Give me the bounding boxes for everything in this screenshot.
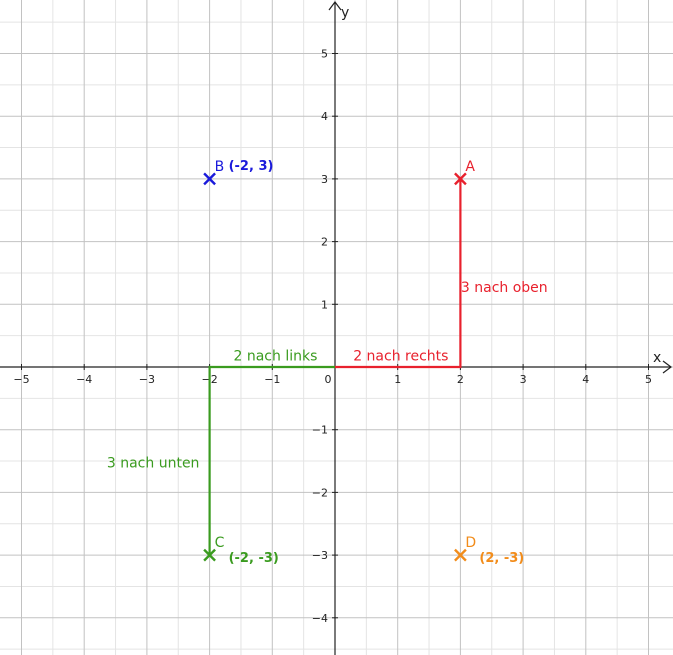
point-a: A bbox=[454, 159, 475, 186]
y-tick-label: 4 bbox=[321, 110, 328, 123]
point-name-label: C bbox=[215, 535, 225, 551]
point-c: C (-2, -3) bbox=[203, 535, 279, 566]
x-tick-label: −1 bbox=[264, 373, 280, 386]
x-tick-label: 5 bbox=[645, 373, 652, 386]
points: A B (-2, 3) C (-2, -3) D(2, -3) bbox=[203, 159, 524, 566]
point-coordinate-label: (-2, 3) bbox=[229, 159, 274, 174]
move-path bbox=[335, 178, 462, 369]
y-tick-label: −4 bbox=[312, 612, 328, 625]
point-coordinate-label: (2, -3) bbox=[479, 551, 524, 566]
point-name-label: B bbox=[215, 159, 225, 175]
point-b: B (-2, 3) bbox=[203, 159, 274, 186]
x-tick-label: 2 bbox=[457, 373, 464, 386]
y-tick-label: 5 bbox=[321, 48, 328, 61]
point-coordinate-label: (-2, -3) bbox=[229, 551, 279, 566]
cross-marker-icon bbox=[454, 548, 467, 562]
x-tick-labels: −5 −4 −3 −2 −1 0 1 2 3 4 5 bbox=[13, 373, 652, 386]
cross-marker-icon bbox=[454, 172, 467, 186]
y-tick-labels: −4 −3 −2 −1 1 2 3 4 5 bbox=[312, 48, 328, 625]
y-tick-label: 3 bbox=[321, 173, 328, 186]
move-paths bbox=[208, 178, 462, 556]
annotations: 2 nach rechts 3 nach oben 2 nach links 3 na… bbox=[107, 280, 548, 472]
y-tick-label: 1 bbox=[321, 298, 328, 311]
x-tick-label: 1 bbox=[394, 373, 401, 386]
y-axis-label: y bbox=[341, 5, 349, 21]
annotation-label: 3 nach unten bbox=[107, 455, 200, 471]
x-axis-arrow-icon bbox=[662, 360, 672, 374]
x-tick-label: 0 bbox=[325, 373, 332, 386]
cross-marker-icon bbox=[203, 172, 216, 186]
x-axis-label: x bbox=[653, 350, 661, 366]
x-tick-label: 4 bbox=[582, 373, 589, 386]
annotation-label: 3 nach oben bbox=[461, 280, 548, 296]
point-name-label: D bbox=[465, 535, 476, 551]
y-axis-arrow-icon bbox=[328, 0, 342, 11]
move-path bbox=[208, 365, 335, 556]
cross-marker-icon bbox=[203, 548, 216, 562]
y-tick-label: 2 bbox=[321, 236, 328, 249]
x-tick-label: −5 bbox=[13, 373, 29, 386]
point-d: D(2, -3) bbox=[454, 535, 524, 566]
x-tick-label: −3 bbox=[139, 373, 155, 386]
y-tick-label: −3 bbox=[312, 549, 328, 562]
y-tick-label: −2 bbox=[312, 486, 328, 499]
point-name-label: A bbox=[465, 159, 475, 175]
annotation-label: 2 nach links bbox=[233, 349, 317, 365]
y-tick-label: −1 bbox=[312, 424, 328, 437]
x-tick-label: −4 bbox=[76, 373, 92, 386]
annotation-label: 2 nach rechts bbox=[353, 349, 448, 365]
x-tick-label: 3 bbox=[520, 373, 527, 386]
